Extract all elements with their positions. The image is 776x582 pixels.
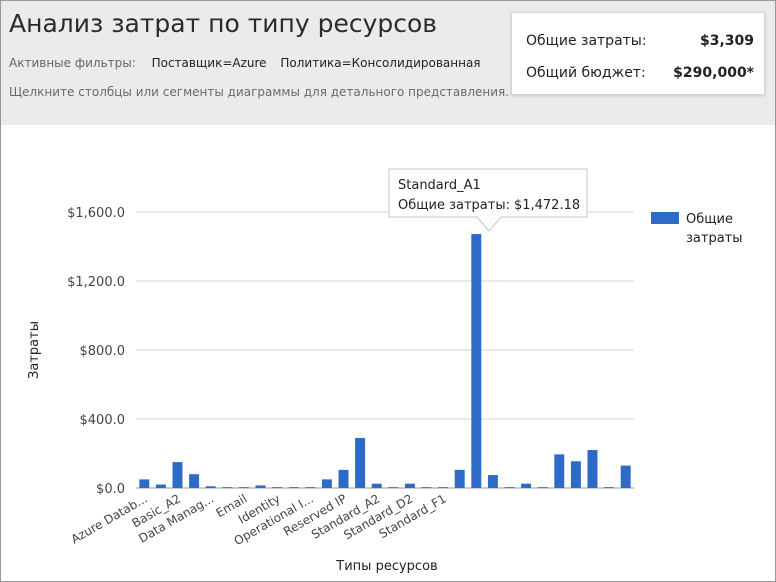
bar[interactable]	[155, 484, 166, 488]
bar[interactable]	[305, 487, 316, 488]
y-tick-label: $400.0	[80, 413, 126, 428]
header-panel: Анализ затрат по типу ресурсов Активные …	[1, 1, 775, 125]
bar[interactable]	[139, 479, 150, 488]
y-tick-label: $1,200.0	[67, 275, 125, 290]
y-tick-label: $800.0	[80, 344, 126, 359]
bar[interactable]	[504, 487, 515, 488]
bar[interactable]	[421, 487, 432, 488]
filters-label: Активные фильтры:	[9, 56, 136, 70]
tooltip-value: $1,472.18	[514, 198, 580, 213]
bar[interactable]	[288, 487, 299, 488]
total-cost-value: $3,309	[699, 33, 754, 49]
bar[interactable]	[454, 469, 465, 488]
bar[interactable]	[471, 234, 482, 488]
total-budget-label: Общий бюджет:	[526, 65, 646, 81]
bar[interactable]	[487, 475, 498, 488]
bar[interactable]	[355, 437, 366, 488]
bar[interactable]	[587, 450, 598, 488]
legend-label-line2: затраты	[686, 231, 743, 246]
total-cost-row: Общие затраты: $3,309	[526, 33, 754, 49]
bar[interactable]	[238, 487, 249, 488]
bar[interactable]	[570, 461, 581, 488]
legend-label-line1: Общие	[686, 212, 733, 227]
gridlines	[136, 211, 634, 489]
x-axis-label: Типы ресурсов	[335, 559, 437, 574]
filter-provider[interactable]: Поставщик=Azure	[151, 56, 267, 70]
filter-policy[interactable]: Политика=Консолидированная	[280, 56, 481, 70]
y-axis-ticks: $0.0 $400.0 $800.0 $1,200.0 $1,600.0	[67, 206, 125, 497]
bar[interactable]	[338, 469, 349, 488]
bar[interactable]	[554, 454, 565, 488]
bar[interactable]	[172, 462, 183, 488]
tooltip-label: Общие затраты:	[398, 198, 510, 213]
bar[interactable]	[404, 483, 415, 488]
tooltip-title: Standard_A1	[398, 178, 481, 193]
bar[interactable]	[620, 465, 631, 488]
legend[interactable]: Общие затраты	[651, 212, 743, 246]
bars	[139, 234, 631, 488]
active-filters: Активные фильтры: Поставщик=Azure Полити…	[9, 56, 491, 70]
bar[interactable]	[604, 487, 615, 488]
y-tick-label: $1,600.0	[67, 206, 125, 221]
total-budget-row: Общий бюджет: $290,000*	[526, 65, 754, 81]
bar[interactable]	[388, 487, 399, 488]
bar[interactable]	[222, 487, 233, 488]
drilldown-hint: Щелкните столбцы или сегменты диаграммы …	[9, 85, 510, 99]
tooltip: Standard_A1 Общие затраты: $1,472.18	[388, 168, 588, 232]
bar[interactable]	[521, 483, 532, 488]
page-title: Анализ затрат по типу ресурсов	[9, 9, 438, 38]
bar[interactable]	[371, 483, 382, 488]
legend-swatch	[651, 212, 679, 224]
bar[interactable]	[189, 474, 200, 488]
summary-card: Общие затраты: $3,309 Общий бюджет: $290…	[511, 12, 765, 95]
bar[interactable]	[255, 485, 266, 488]
bar[interactable]	[205, 486, 216, 488]
tooltip-body: Общие затраты: $1,472.18	[398, 198, 580, 213]
y-axis-label: Затраты	[27, 321, 42, 379]
total-budget-value: $290,000*	[673, 65, 754, 81]
y-tick-label: $0.0	[96, 482, 125, 497]
bar[interactable]	[438, 487, 449, 488]
bar[interactable]	[272, 487, 283, 488]
bar[interactable]	[321, 479, 332, 488]
bar[interactable]	[537, 487, 548, 488]
tooltip-box	[388, 168, 588, 232]
total-cost-label: Общие затраты:	[526, 33, 647, 49]
